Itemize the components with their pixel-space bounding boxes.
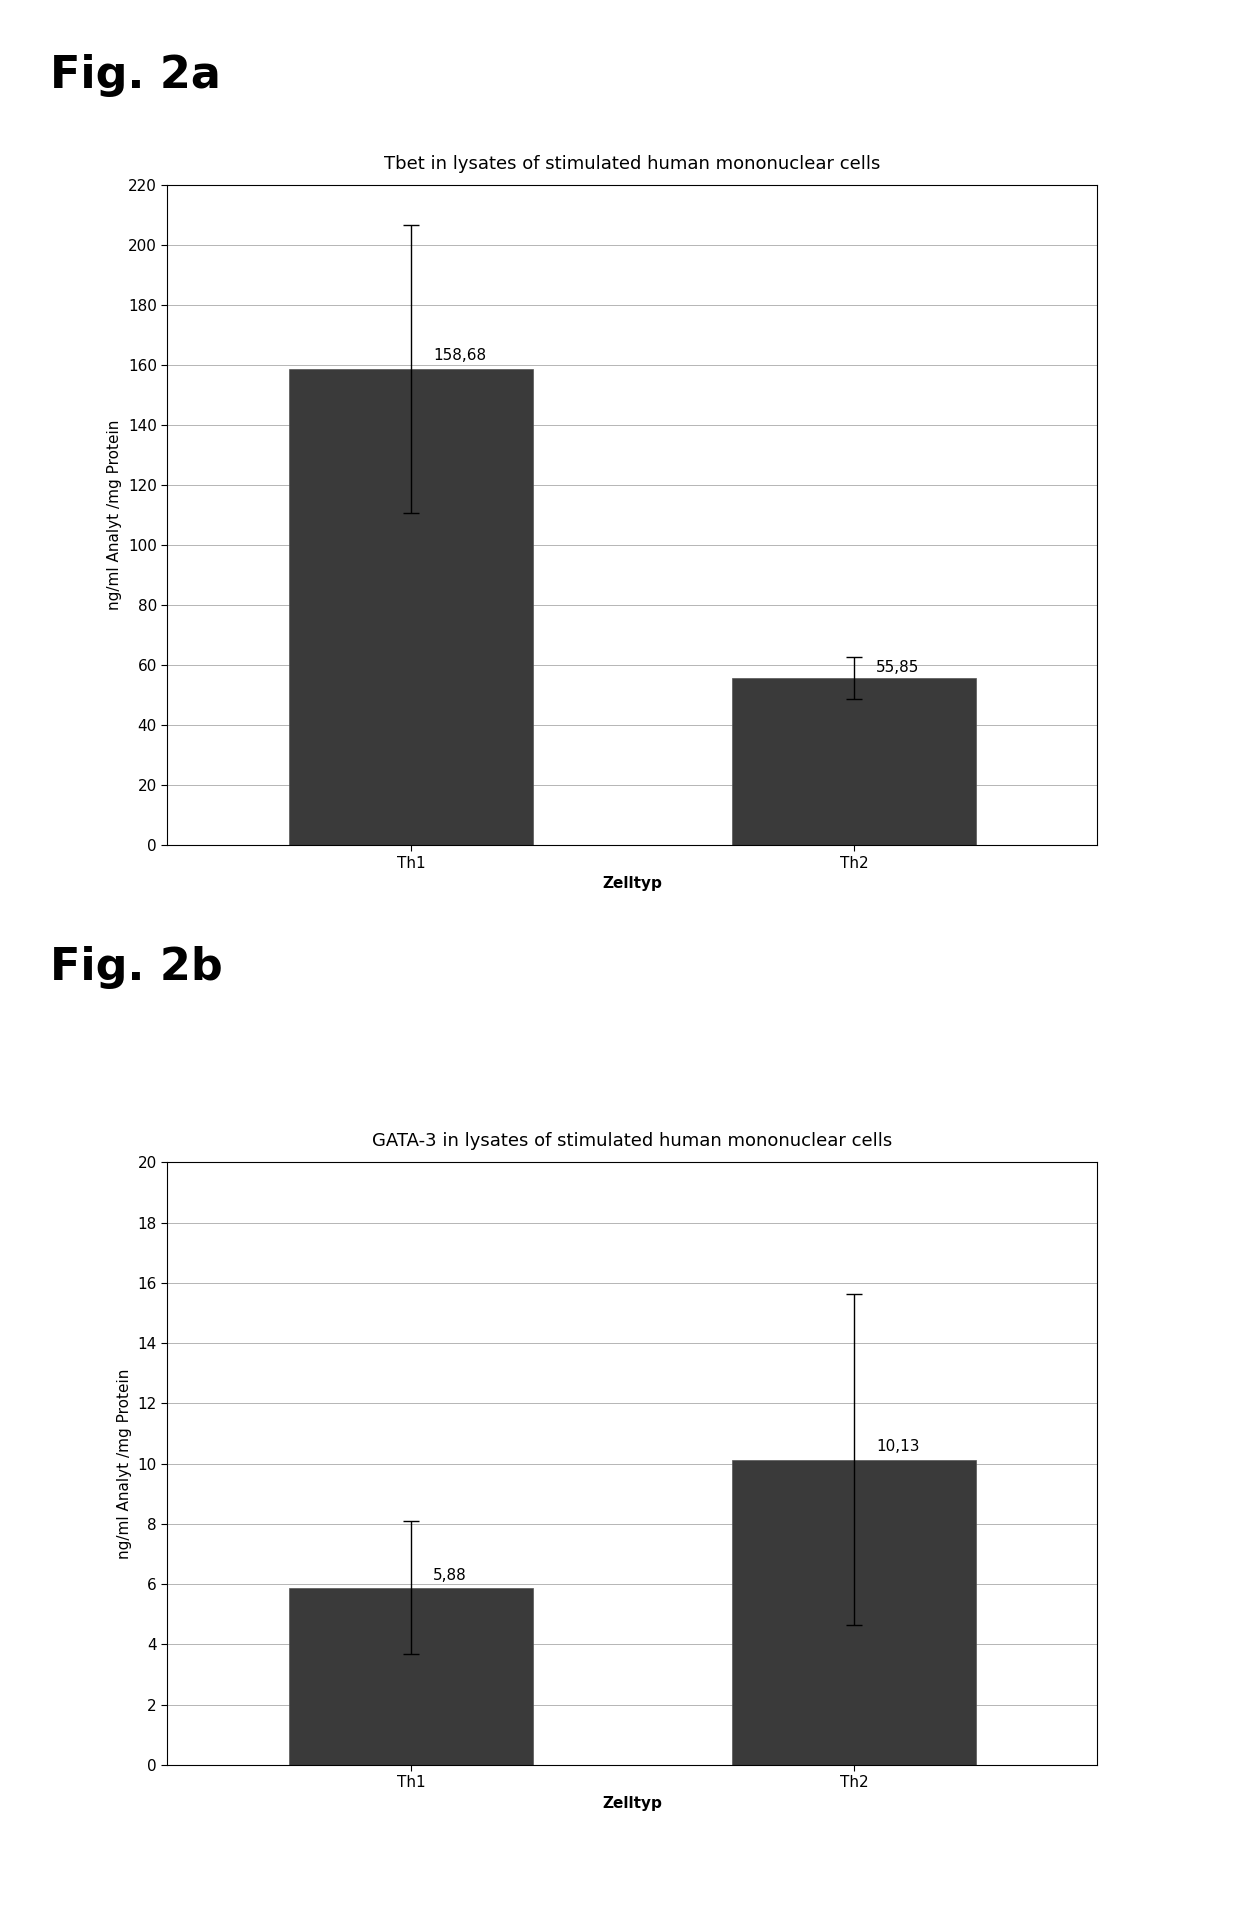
Y-axis label: ng/ml Analyt /mg Protein: ng/ml Analyt /mg Protein [108,421,123,610]
Bar [732,1459,976,1765]
Title: Tbet in lysates of stimulated human mononuclear cells: Tbet in lysates of stimulated human mono… [384,155,880,172]
Bar [289,1587,533,1765]
Text: Fig. 2a: Fig. 2a [50,54,221,96]
Text: 5,88: 5,88 [433,1568,467,1583]
X-axis label: Zelltyp: Zelltyp [603,1795,662,1811]
Title: GATA-3 in lysates of stimulated human mononuclear cells: GATA-3 in lysates of stimulated human mo… [372,1132,893,1149]
Text: 55,85: 55,85 [875,660,919,675]
Text: 158,68: 158,68 [433,348,486,363]
Text: 10,13: 10,13 [875,1438,920,1453]
Text: Fig. 2b: Fig. 2b [50,946,222,989]
Y-axis label: ng/ml Analyt /mg Protein: ng/ml Analyt /mg Protein [117,1369,131,1558]
X-axis label: Zelltyp: Zelltyp [603,876,662,891]
Bar [289,369,533,845]
Bar [732,677,976,845]
